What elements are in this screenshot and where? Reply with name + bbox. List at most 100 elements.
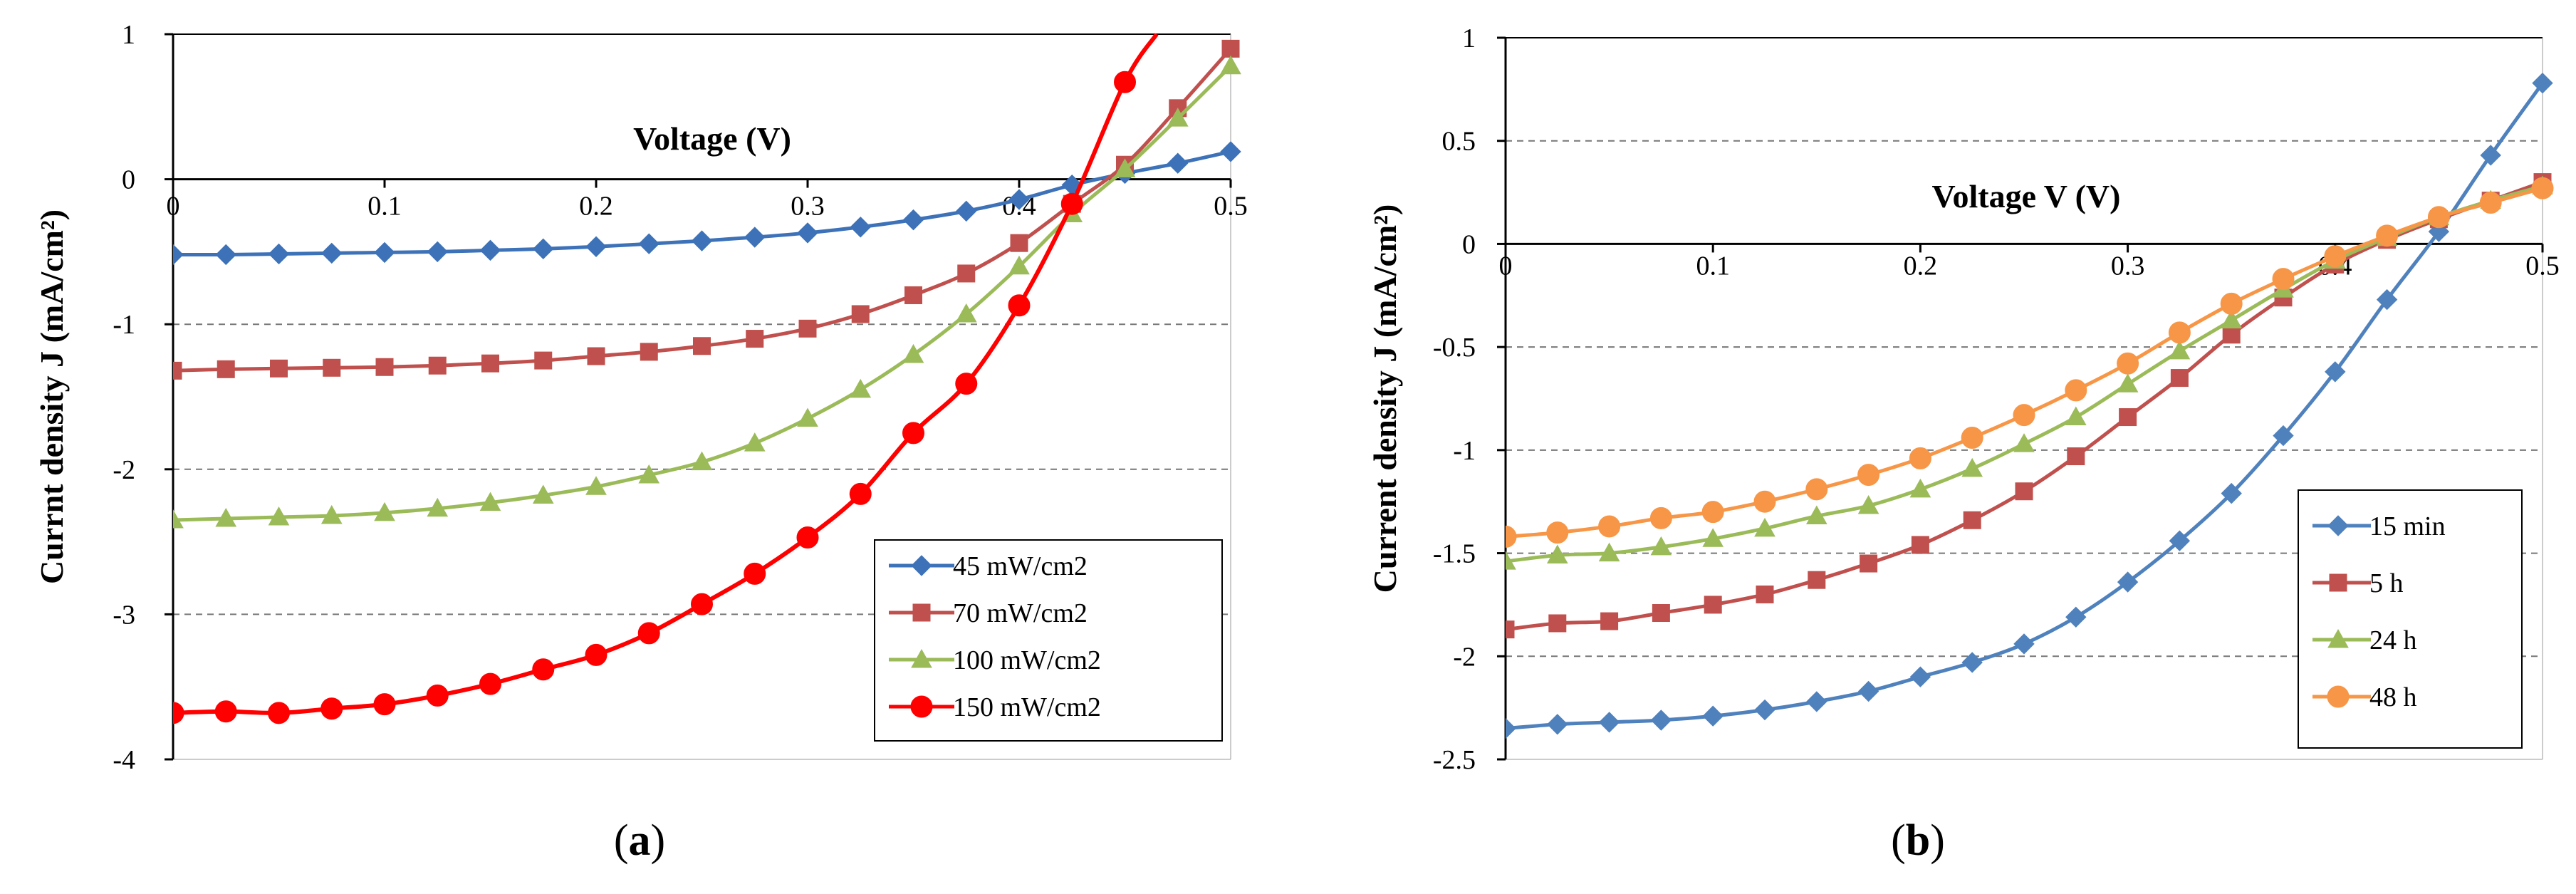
data-point	[1909, 666, 1931, 687]
data-point	[373, 693, 396, 716]
data-point	[850, 217, 871, 238]
data-point	[1701, 501, 1724, 524]
data-point	[173, 509, 184, 529]
data-point	[2273, 425, 2294, 447]
data-point	[849, 482, 872, 505]
data-point	[1805, 505, 1827, 524]
data-point	[796, 526, 819, 549]
data-point	[1702, 528, 1724, 547]
data-point	[2325, 361, 2346, 383]
data-point	[1961, 457, 1983, 477]
data-point	[1506, 620, 1515, 639]
legend-label: 150 mW/cm2	[953, 692, 1101, 722]
data-point	[1114, 71, 1136, 93]
legend-marker	[912, 603, 931, 622]
data-point	[426, 684, 449, 707]
data-point	[1010, 234, 1028, 252]
data-point	[479, 492, 501, 511]
data-point	[2117, 352, 2139, 375]
y-tick-label: -1	[1453, 436, 1476, 466]
data-point	[2065, 379, 2087, 402]
data-point	[533, 238, 554, 260]
data-point	[1805, 478, 1828, 501]
data-point	[2067, 447, 2085, 466]
data-point	[957, 264, 976, 283]
data-point	[798, 319, 817, 338]
data-point	[215, 244, 236, 266]
data-point	[2221, 482, 2242, 504]
data-point	[1506, 551, 1516, 570]
panel-label-open: (	[1891, 816, 1906, 865]
x-tick-label: 0.5	[1214, 192, 1248, 222]
legend-label: 48 h	[2369, 682, 2417, 712]
data-point	[902, 343, 924, 363]
y-tick-label: 0	[1462, 229, 1476, 259]
legend-marker	[2329, 573, 2347, 592]
data-point	[217, 360, 235, 378]
data-point	[693, 337, 711, 355]
data-point	[1961, 652, 1983, 673]
legend-label: 70 mW/cm2	[953, 598, 1088, 628]
y-tick-label: -2.5	[1433, 745, 1476, 775]
series-15-min	[1506, 72, 2553, 739]
data-point	[638, 233, 659, 254]
data-point	[902, 422, 924, 445]
data-point	[744, 432, 766, 452]
data-point	[691, 451, 713, 471]
y-axis-title: Current density J (mA/cm²)	[1367, 204, 1403, 593]
data-point	[585, 476, 607, 495]
data-point	[173, 244, 184, 266]
data-point	[323, 358, 341, 377]
data-point	[479, 672, 501, 695]
data-point	[1546, 544, 1568, 563]
data-point	[585, 236, 607, 257]
data-point	[691, 593, 713, 615]
data-point	[955, 373, 978, 395]
data-point	[532, 484, 554, 504]
data-point	[2480, 145, 2501, 166]
data-point	[320, 697, 343, 720]
chart-panel-b: 10.50-0.5-1-1.5-2-2.500.10.20.30.40.5Vol…	[1367, 24, 2560, 865]
y-tick-label: -4	[113, 745, 135, 775]
data-point	[1506, 717, 1516, 739]
series-150-mw-cm2	[173, 33, 1159, 724]
data-point	[1756, 585, 1774, 603]
x-tick-label: 0.3	[791, 192, 825, 222]
legend-label: 5 h	[2369, 568, 2404, 598]
legend-marker	[910, 695, 933, 718]
data-point	[2065, 606, 2087, 628]
data-point	[797, 222, 818, 244]
data-point	[534, 351, 553, 370]
data-point	[1598, 712, 1620, 733]
data-point	[268, 243, 290, 265]
data-point	[1008, 294, 1031, 317]
data-point	[1221, 39, 1240, 58]
data-point	[851, 305, 870, 323]
data-point	[640, 343, 658, 361]
data-point	[532, 658, 555, 681]
data-point	[1650, 710, 1672, 731]
data-point	[1220, 141, 1241, 162]
x-axis-title: Voltage (V)	[633, 120, 791, 157]
data-point	[955, 303, 977, 323]
data-point	[2168, 321, 2191, 344]
data-point	[374, 501, 395, 521]
data-point	[2117, 373, 2139, 393]
data-point	[1808, 571, 1826, 589]
x-tick-label: 0.1	[1696, 251, 1730, 281]
data-point	[428, 356, 447, 375]
panel-label-close: )	[1930, 816, 1945, 865]
data-point	[1600, 612, 1619, 630]
series-line	[173, 33, 1159, 715]
data-point	[2117, 571, 2139, 593]
legend: 15 min 5 h 24 h 48 h	[2298, 489, 2523, 749]
data-point	[2169, 530, 2191, 551]
data-point	[1547, 714, 1568, 735]
data-point	[1704, 596, 1722, 614]
data-point	[1754, 699, 1775, 721]
data-point	[1909, 478, 1931, 498]
data-point	[2272, 268, 2295, 291]
legend-marker	[911, 648, 932, 668]
legend: 45 mW/cm2 70 mW/cm2 100 mW/cm2 150 mW/cm2	[874, 539, 1223, 742]
